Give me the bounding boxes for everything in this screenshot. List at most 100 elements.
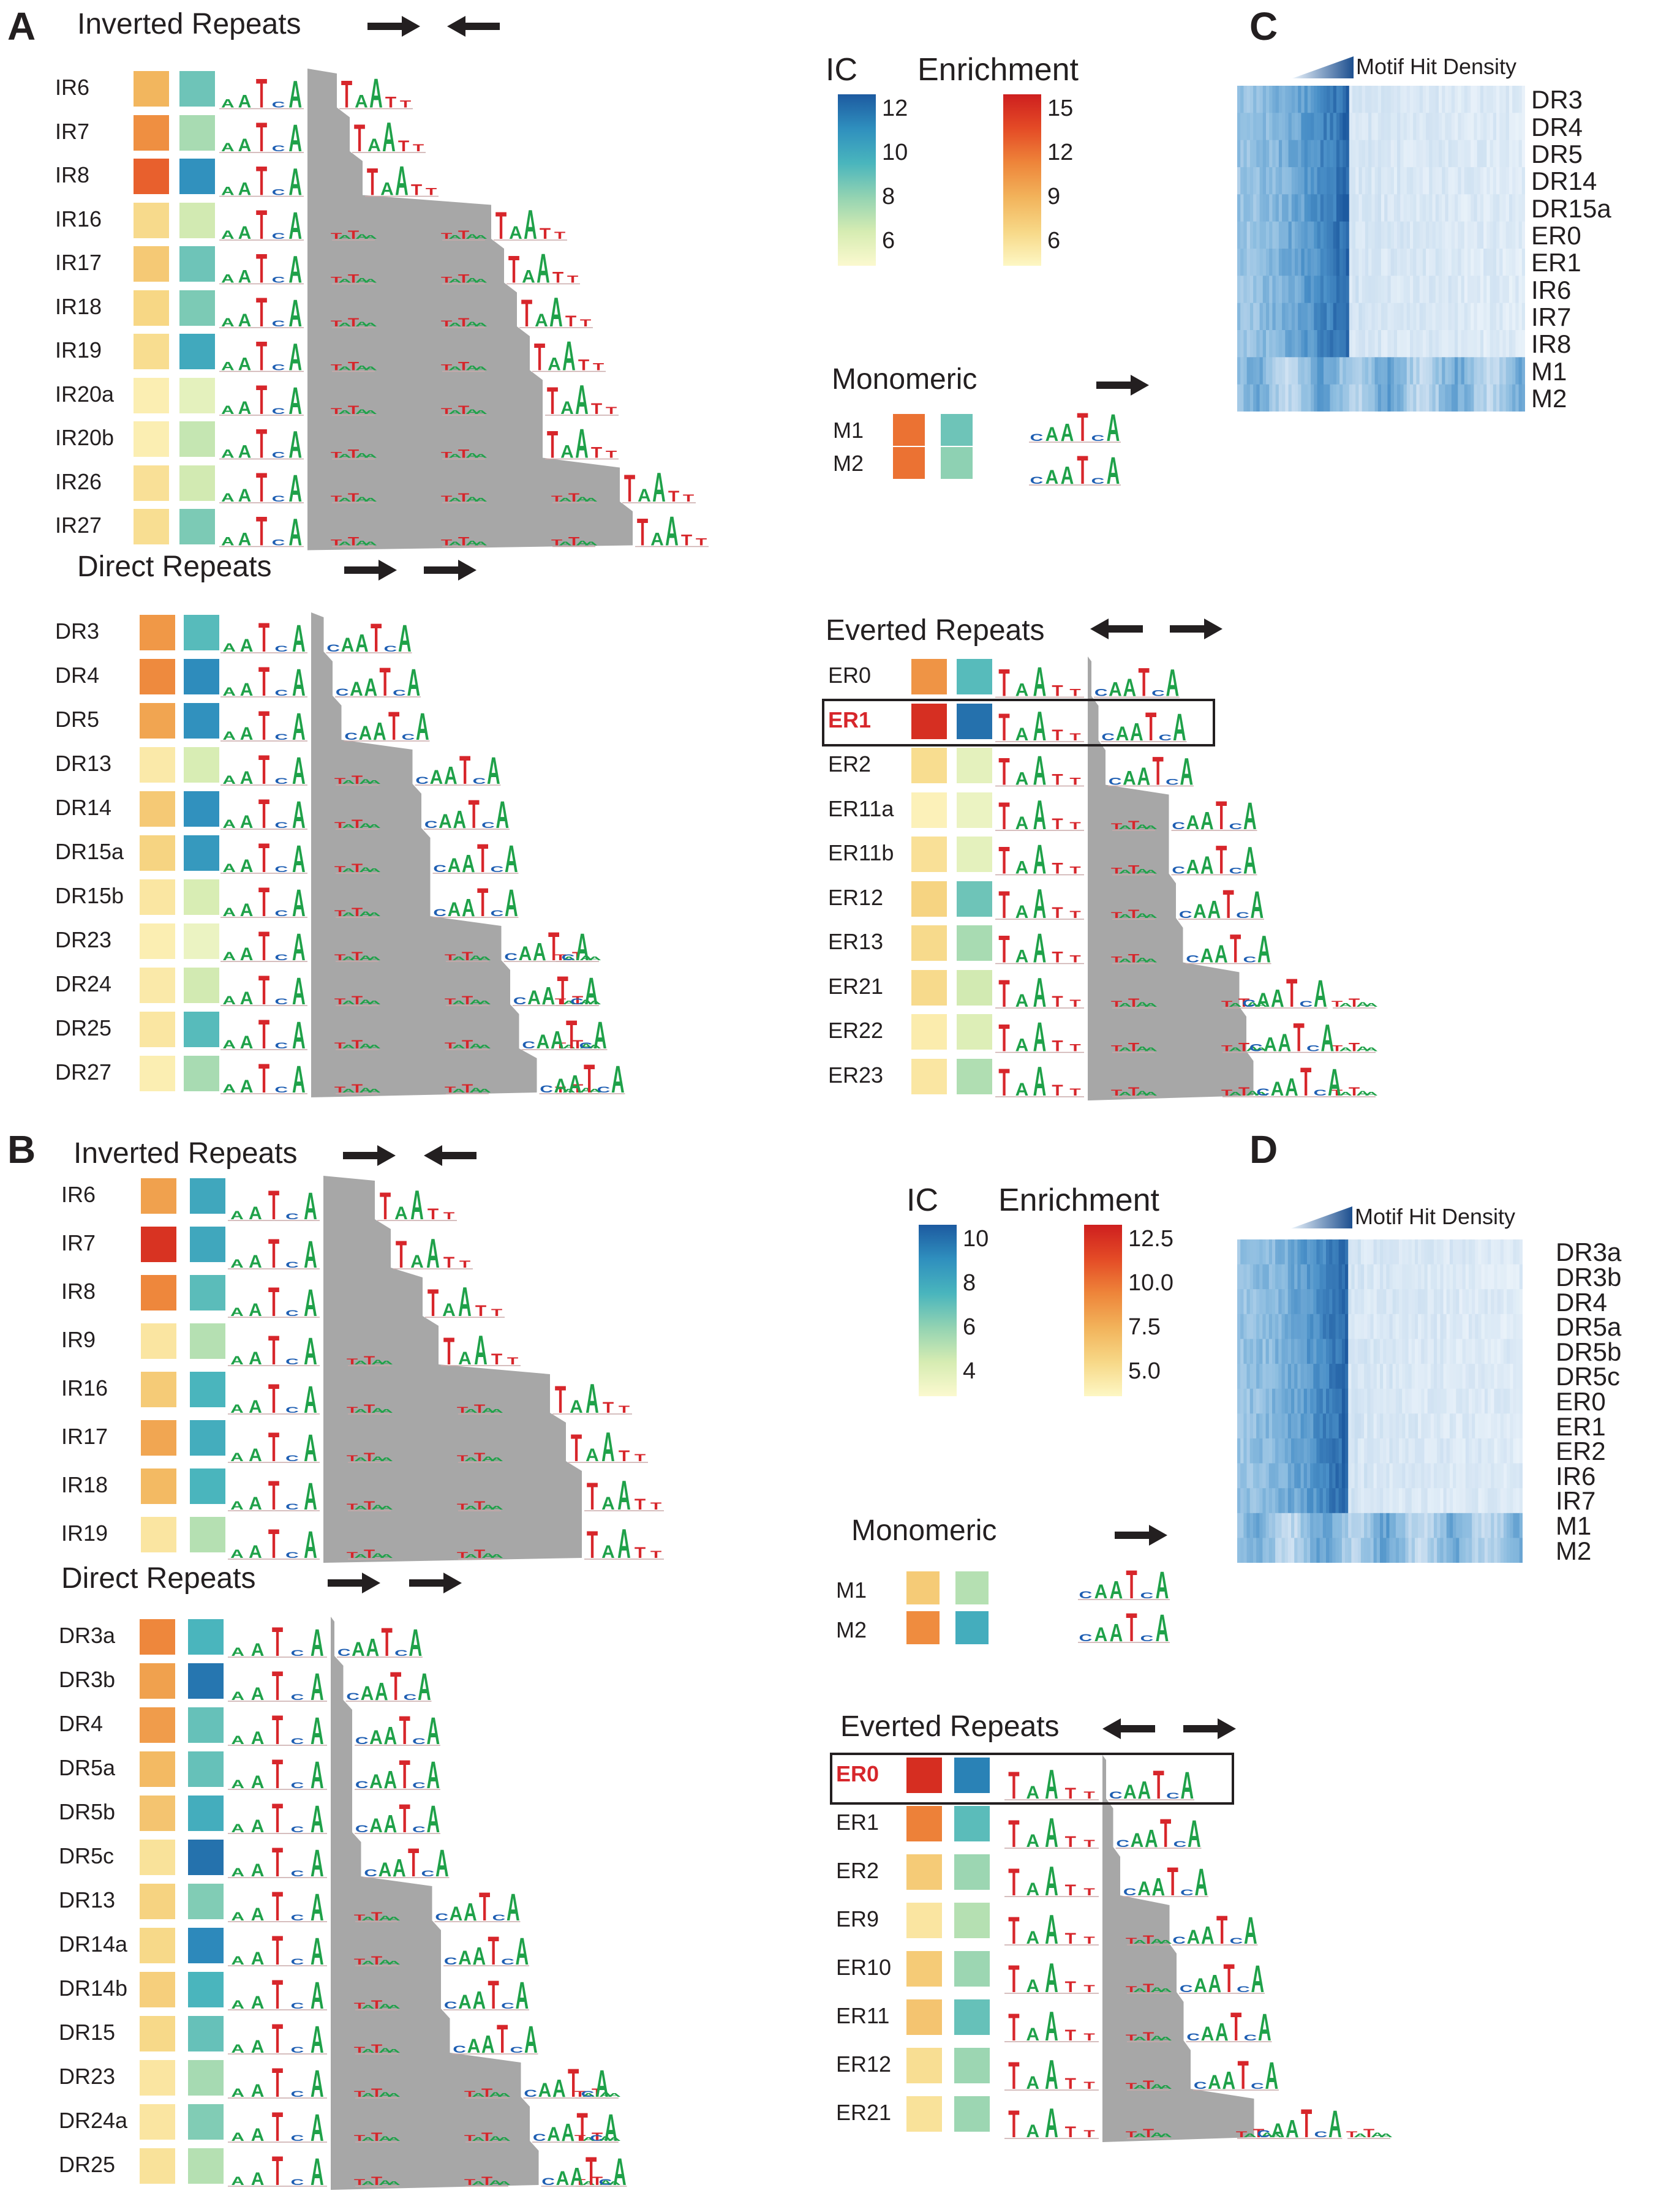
- heatmap-cell: [1513, 1463, 1517, 1489]
- heatmap-cell: [1269, 113, 1273, 141]
- motif-letter: A: [1015, 902, 1029, 922]
- heatmap-cell: [1499, 384, 1503, 412]
- heatmap-cell: [1502, 221, 1507, 249]
- heatmap-cell: [1310, 1264, 1314, 1290]
- heatmap-cell: [1313, 1339, 1317, 1364]
- motif-letter: C: [1242, 998, 1256, 1009]
- heatmap-cell: [1455, 194, 1458, 222]
- mono-label-m1-a: M1: [833, 418, 864, 443]
- motif-letter: T: [354, 2045, 365, 2055]
- heatmap-cell: [1497, 1239, 1501, 1265]
- heatmap-cell: [1243, 1438, 1248, 1464]
- heatmap-cell: [1411, 1538, 1415, 1563]
- heatmap-cell: [1266, 384, 1270, 412]
- enrichment-square-dr14a: [140, 1928, 175, 1963]
- heatmap-cell: [1291, 249, 1295, 276]
- heatmap-cell: [1389, 1388, 1393, 1414]
- motif-letter: T: [256, 201, 267, 248]
- motif-letter: A: [367, 1088, 381, 1094]
- heatmap-cell: [1281, 1538, 1286, 1563]
- heatmap-cell: [1513, 1239, 1517, 1265]
- heatmap-cell: [1240, 1438, 1244, 1464]
- heatmap-cell: [1320, 167, 1324, 195]
- heatmap-cell: [1351, 1438, 1355, 1464]
- heatmap-cell: [1281, 1314, 1286, 1339]
- heatmap-cell: [1314, 113, 1318, 141]
- motif-letter: A: [1201, 2023, 1215, 2045]
- heatmap-cell: [1459, 1239, 1463, 1265]
- heatmap-cell: [1339, 221, 1343, 249]
- heatmap-cell: [1471, 86, 1474, 113]
- heatmap-cell: [1510, 1463, 1514, 1489]
- heatmap-cell: [1335, 1488, 1339, 1514]
- heatmap-cell: [1326, 1538, 1330, 1563]
- mono-label-m2-b: M2: [836, 1617, 867, 1642]
- heatmap-cell: [1278, 1463, 1283, 1489]
- heatmap-cell: [1275, 1438, 1279, 1464]
- heatmap-cell: [1324, 303, 1327, 331]
- heatmap-cell: [1365, 167, 1369, 195]
- row-label-ir6: IR6: [55, 75, 90, 100]
- motif-letter: C: [272, 319, 285, 328]
- motif-letter: A: [342, 912, 355, 917]
- heatmap-cell: [1256, 1289, 1260, 1315]
- motif-letter: A: [238, 179, 252, 200]
- heatmap-cell: [1380, 1463, 1384, 1489]
- motif-letter: C: [510, 2045, 524, 2055]
- heatmap-cell: [1355, 86, 1359, 113]
- heatmap-cell: [1505, 194, 1510, 222]
- heatmap-cell: [1510, 1339, 1514, 1364]
- motif-letter: C: [355, 1824, 369, 1835]
- heatmap-cell: [1246, 1388, 1251, 1414]
- heatmap-cell: [1362, 330, 1366, 358]
- enrichment-square-er0: [906, 1758, 942, 1793]
- heatmap-cell: [1357, 1364, 1362, 1389]
- heatmap-cell: [1512, 140, 1516, 168]
- heatmap-cell: [1387, 113, 1392, 141]
- heatmap-cell: [1284, 1264, 1289, 1290]
- row-label-ir8: IR8: [61, 1279, 96, 1304]
- motif-letter: C: [272, 275, 285, 284]
- heatmap-cell: [1256, 330, 1260, 358]
- heatmap-cell: [1373, 1463, 1377, 1489]
- heatmap-cell: [1365, 276, 1369, 304]
- motif-letter: T: [1126, 2130, 1137, 2139]
- motif-letter: T: [1332, 1088, 1343, 1097]
- heatmap-cell: [1418, 1388, 1422, 1414]
- heatmap-cell: [1509, 249, 1513, 276]
- heatmap-row-c-dr5: DR5: [1531, 139, 1583, 168]
- motif-letter: C: [272, 100, 285, 109]
- row-label-er2: ER2: [836, 1858, 880, 1883]
- heatmap-cell: [1422, 330, 1426, 358]
- heatmap-cell: [1405, 1388, 1409, 1414]
- heatmap-cell: [1282, 384, 1286, 412]
- heatmap-cell: [1480, 167, 1484, 195]
- heatmap-cell: [1332, 1239, 1336, 1265]
- motif-letter: C: [1159, 733, 1172, 742]
- heatmap-cell: [1518, 303, 1523, 331]
- heatmap-cell: [1313, 1239, 1317, 1265]
- heatmap-cell: [1400, 357, 1404, 385]
- enrichment-square-dr13: [140, 1884, 175, 1919]
- heatmap-cell: [1358, 384, 1363, 412]
- heatmap-cell: [1483, 221, 1487, 249]
- motif-letter: T: [1069, 1087, 1081, 1098]
- motif-letter: A: [238, 355, 252, 375]
- heatmap-cell: [1278, 194, 1283, 222]
- heatmap-cell: [1287, 1388, 1292, 1414]
- heatmap-cell: [1416, 167, 1420, 195]
- motif-letter: A: [551, 1026, 564, 1055]
- heatmap-cell: [1272, 1438, 1276, 1464]
- heatmap-cell: [1513, 1289, 1517, 1315]
- heatmap-cell: [1329, 1239, 1333, 1265]
- heatmap-row-d-dr4: DR4: [1556, 1287, 1608, 1317]
- motif-letter: A: [304, 1378, 317, 1421]
- heatmap-cell: [1402, 1513, 1406, 1538]
- heatmap-cell: [1370, 1463, 1374, 1489]
- heatmap-cell: [1500, 1289, 1504, 1315]
- motif-letter: A: [489, 2179, 502, 2186]
- heatmap-cell: [1345, 1239, 1349, 1265]
- heatmap-cell: [1324, 167, 1327, 195]
- heatmap-cell: [1392, 1339, 1396, 1364]
- motif-letter: T: [1253, 2127, 1265, 2140]
